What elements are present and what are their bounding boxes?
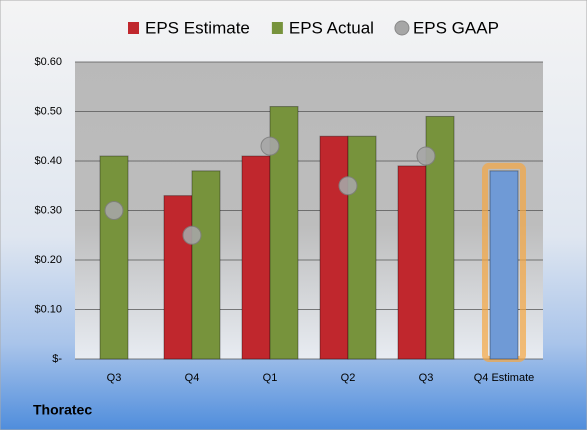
y-tick-label: $0.60 [34,56,62,68]
y-tick-label: $0.50 [34,105,62,117]
marker [260,136,280,156]
bar [397,165,427,360]
bar [241,155,271,360]
y-tick-label: $- [52,353,62,365]
marker [182,225,202,245]
legend-marker [271,22,283,34]
legend-label: EPS GAAP [413,18,499,37]
bar [489,170,519,360]
x-tick-label: Q3 [107,372,122,384]
bar [163,195,193,360]
bar [319,135,349,360]
y-tick-label: $0.20 [34,254,62,266]
x-tick-label: Q3 [419,372,434,384]
marker [338,176,358,196]
x-tick-label: Q4 [185,372,200,384]
x-tick-label: Q1 [263,372,278,384]
legend-label: EPS Actual [289,18,374,37]
x-tick-label: Q4 Estimate [474,372,535,384]
marker [416,146,436,166]
bar [347,135,377,360]
y-tick-label: $0.40 [34,155,62,167]
legend-marker [394,20,410,36]
y-tick-label: $0.30 [34,204,62,216]
footer: Thoratec [33,402,92,418]
legend-marker [128,22,139,34]
bar [99,155,129,360]
marker [104,201,124,220]
bar [191,170,221,360]
x-tick-label: Q2 [341,372,356,384]
legend-label: EPS Estimate [145,18,250,37]
y-tick-label: $0.10 [34,303,62,315]
